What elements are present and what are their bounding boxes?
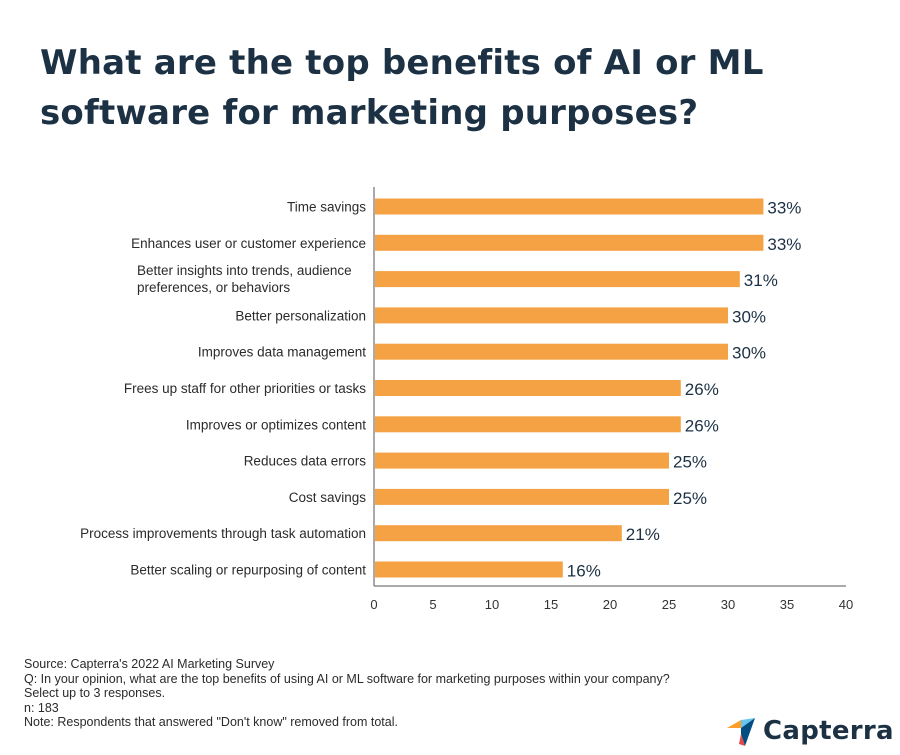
chart-notes: Source: Capterra's 2022 AI Marketing Sur… [24, 657, 670, 730]
bar [375, 452, 669, 469]
bar [375, 271, 740, 288]
x-tick-label: 20 [603, 597, 617, 612]
bar-chart: 0 5 10 15 20 25 30 35 40 33% Time savings 33% Enhanc… [80, 187, 853, 612]
bar-value-label: 30% [732, 344, 766, 363]
x-tick-label: 0 [370, 597, 377, 612]
bar-value-label: 25% [673, 489, 707, 508]
category-label: Frees up staff for other priorities or t… [124, 381, 366, 396]
bar [375, 488, 669, 505]
bar [375, 416, 681, 433]
category-label: Improves data management [198, 345, 366, 360]
category-label: Enhances user or customer experience [131, 236, 366, 251]
category-label: Better personalization [235, 308, 366, 323]
category-label: Process improvements through task automa… [80, 526, 366, 541]
bar-value-label: 30% [732, 307, 766, 326]
bar [375, 343, 728, 360]
bar-value-label: 25% [673, 453, 707, 472]
category-label: Cost savings [289, 490, 367, 505]
bar-value-label: 16% [567, 562, 601, 581]
chart-title: What are the top benefits of AI or ML so… [40, 43, 764, 133]
question-note: Q: In your opinion, what are the top ben… [24, 671, 670, 686]
bar [375, 525, 622, 542]
bar-value-label: 33% [767, 199, 801, 218]
capterra-logo-text: Capterra [763, 716, 894, 746]
x-tick-label: 15 [544, 597, 558, 612]
category-label: Better insights into trends, audience pre… [137, 263, 352, 295]
x-tick-label: 35 [780, 597, 794, 612]
bar-value-label: 26% [685, 380, 719, 399]
capterra-logo: Capterra [727, 716, 894, 746]
category-label: Time savings [287, 200, 366, 215]
bar-value-label: 31% [744, 271, 778, 290]
source-note: Source: Capterra's 2022 AI Marketing Sur… [24, 657, 275, 671]
bar [375, 307, 728, 324]
bar-value-label: 26% [685, 416, 719, 435]
bar [375, 561, 563, 578]
category-label: Reduces data errors [244, 454, 367, 469]
bar-value-label: 33% [767, 235, 801, 254]
x-tick-label: 10 [485, 597, 499, 612]
x-tick-label: 30 [721, 597, 735, 612]
bar [375, 380, 681, 396]
category-label: Better scaling or repurposing of content [130, 563, 366, 578]
bar [375, 198, 764, 215]
bar-value-label: 21% [626, 525, 660, 544]
capterra-logo-icon [727, 718, 755, 746]
question-instruction-note: Select up to 3 responses. [24, 686, 166, 700]
x-tick-label: 5 [429, 597, 436, 612]
x-tick-label: 40 [839, 597, 853, 612]
exclusion-note: Note: Respondents that answered "Don't k… [24, 715, 398, 729]
bar [375, 234, 764, 251]
category-label: Improves or optimizes content [186, 417, 366, 432]
sample-size-note: n: 183 [24, 700, 59, 715]
x-tick-label: 25 [662, 597, 676, 612]
